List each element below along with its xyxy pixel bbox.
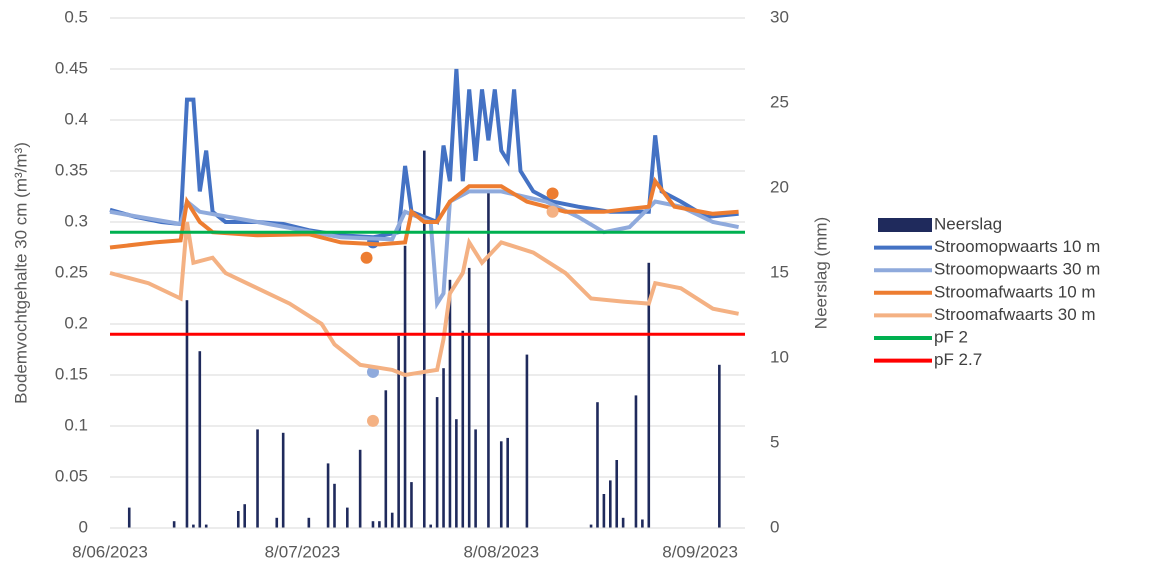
x-tick-label: 8/06/2023: [72, 542, 148, 561]
precipitation-bar: [397, 335, 400, 528]
precipitation-bar: [275, 517, 279, 528]
series-line: [109, 176, 739, 250]
x-tick-label: 8/08/2023: [463, 542, 539, 561]
precipitation-bar: [487, 189, 490, 528]
precipitation-bar: [198, 351, 202, 528]
precipitation-bar: [718, 364, 721, 528]
precipitation-bar: [634, 395, 638, 528]
legend-swatch: [878, 218, 932, 232]
x-tick-label: 8/07/2023: [265, 542, 341, 561]
precipitation-bar: [346, 507, 349, 528]
precipitation-bar: [390, 512, 394, 528]
precipitation-bar: [589, 524, 593, 528]
precipitation-bar: [410, 482, 413, 528]
precipitation-bar: [185, 300, 189, 528]
precipitation-bar: [455, 419, 458, 528]
precipitation-bar: [506, 437, 509, 528]
precipitation-bar: [243, 504, 246, 528]
legend-label: pF 2.7: [934, 350, 982, 369]
y2-tick-label: 10: [770, 347, 789, 366]
precipitation-bar: [461, 330, 465, 528]
precipitation-bar: [204, 524, 208, 528]
precipitation-bar: [602, 494, 606, 528]
series-dot: [366, 414, 379, 427]
y-tick-label: 0.1: [64, 415, 88, 434]
precipitation-bar: [615, 460, 619, 528]
legend-label: Neerslag: [934, 214, 1002, 233]
precipitation-bar: [422, 150, 426, 528]
x-tick-label: 8/09/2023: [662, 542, 738, 561]
precipitation-bar: [442, 368, 445, 528]
y2-axis-label: Neerslag (mm): [811, 217, 830, 329]
legend-label: pF 2: [934, 327, 968, 346]
series-dot: [546, 205, 559, 218]
series-dot: [360, 251, 373, 264]
precipitation-bar: [307, 517, 311, 528]
y2-tick-label: 30: [770, 7, 789, 26]
precipitation-bar: [236, 511, 240, 528]
precipitation-bar: [596, 402, 599, 528]
precipitation-bar: [333, 483, 336, 528]
precipitation-bar: [641, 519, 644, 528]
precipitation-bar: [435, 397, 439, 528]
precipitation-bar: [609, 480, 612, 528]
y2-tick-label: 0: [770, 517, 779, 536]
precipitation-bar: [499, 441, 503, 528]
series-line: [109, 189, 739, 310]
y-tick-label: 0.05: [55, 466, 88, 485]
precipitation-bar: [448, 279, 452, 528]
y-tick-label: 0.45: [55, 58, 88, 77]
precipitation-bar: [358, 449, 362, 528]
precipitation-bar: [647, 262, 651, 528]
y-axis-label: Bodemvochtgehalte 30 cm (m³/m³): [11, 142, 30, 404]
y-tick-label: 0.2: [64, 313, 88, 332]
series-line: [109, 221, 739, 378]
precipitation-bar: [256, 429, 259, 528]
precipitation-bar: [326, 463, 330, 528]
precipitation-bar: [127, 507, 131, 528]
y-tick-label: 0.35: [55, 160, 88, 179]
y-tick-label: 0.5: [64, 7, 88, 26]
precipitation-bar: [621, 517, 625, 528]
precipitation-bar: [525, 354, 529, 528]
y-tick-label: 0.4: [64, 109, 88, 128]
series-dot: [546, 187, 559, 200]
precipitation-bar: [281, 432, 285, 528]
precipitation-bar: [371, 521, 375, 528]
precipitation-bar: [384, 390, 388, 528]
y-tick-label: 0.15: [55, 364, 88, 383]
precipitation-bar: [172, 521, 176, 528]
precipitation-bar: [378, 521, 381, 528]
y2-tick-label: 5: [770, 432, 779, 451]
y-tick-label: 0.25: [55, 262, 88, 281]
legend-label: Stroomafwaarts 10 m: [934, 282, 1096, 301]
precipitation-bar: [403, 245, 407, 529]
y-tick-label: 0.3: [64, 211, 88, 230]
legend-label: Stroomopwaarts 30 m: [934, 260, 1100, 279]
y2-tick-label: 20: [770, 177, 789, 196]
legend-label: Stroomopwaarts 10 m: [934, 237, 1100, 256]
legend-label: Stroomafwaarts 30 m: [934, 305, 1096, 324]
y2-tick-label: 15: [770, 262, 789, 281]
precipitation-bar: [429, 524, 433, 528]
y-tick-label: 0: [79, 517, 88, 536]
precipitation-bar: [192, 524, 195, 528]
precipitation-bar: [467, 267, 471, 528]
y2-tick-label: 25: [770, 92, 789, 111]
precipitation-bar: [474, 429, 477, 528]
